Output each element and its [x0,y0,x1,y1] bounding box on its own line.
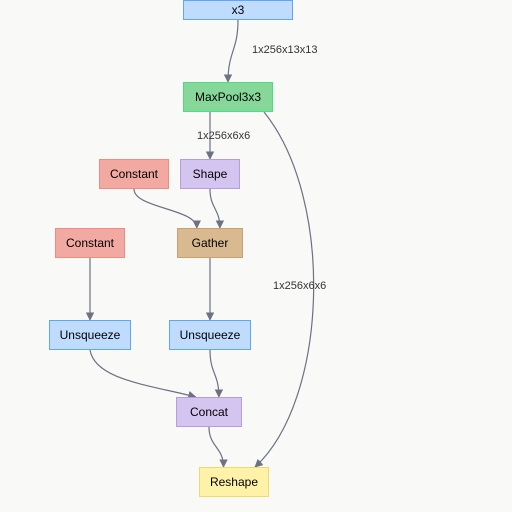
node-x3: x3 [183,0,293,20]
node-reshape: Reshape [199,467,269,497]
edge [134,189,197,228]
node-label: Unsqueeze [180,328,241,342]
edge [210,350,219,397]
node-label: Constant [66,236,114,250]
node-unsqL: Unsqueeze [49,320,131,350]
node-label: Constant [110,167,158,181]
edge-label: 1x256x13x13 [252,44,317,56]
diagram-stage: x3 MaxPool3x3 Shape Constant Gather Constant U… [0,0,512,512]
edge [228,20,238,82]
node-label: Gather [192,236,229,250]
node-shape: Shape [180,159,240,189]
node-label: Shape [193,167,228,181]
edge-label: 1x256x6x6 [197,130,250,142]
node-label: Concat [190,405,228,419]
node-label: Reshape [210,475,258,489]
node-const2: Constant [55,228,125,258]
edge [209,427,224,467]
node-unsqR: Unsqueeze [169,320,251,350]
node-label: x3 [232,3,245,17]
edge-label: 1x256x6x6 [273,280,326,292]
edge [90,350,196,397]
node-label: MaxPool3x3 [195,90,261,104]
node-concat: Concat [176,397,242,427]
edge [210,189,220,228]
node-const1: Constant [99,159,169,189]
node-label: Unsqueeze [60,328,121,342]
node-gather: Gather [177,228,243,258]
node-maxpool: MaxPool3x3 [183,82,273,112]
